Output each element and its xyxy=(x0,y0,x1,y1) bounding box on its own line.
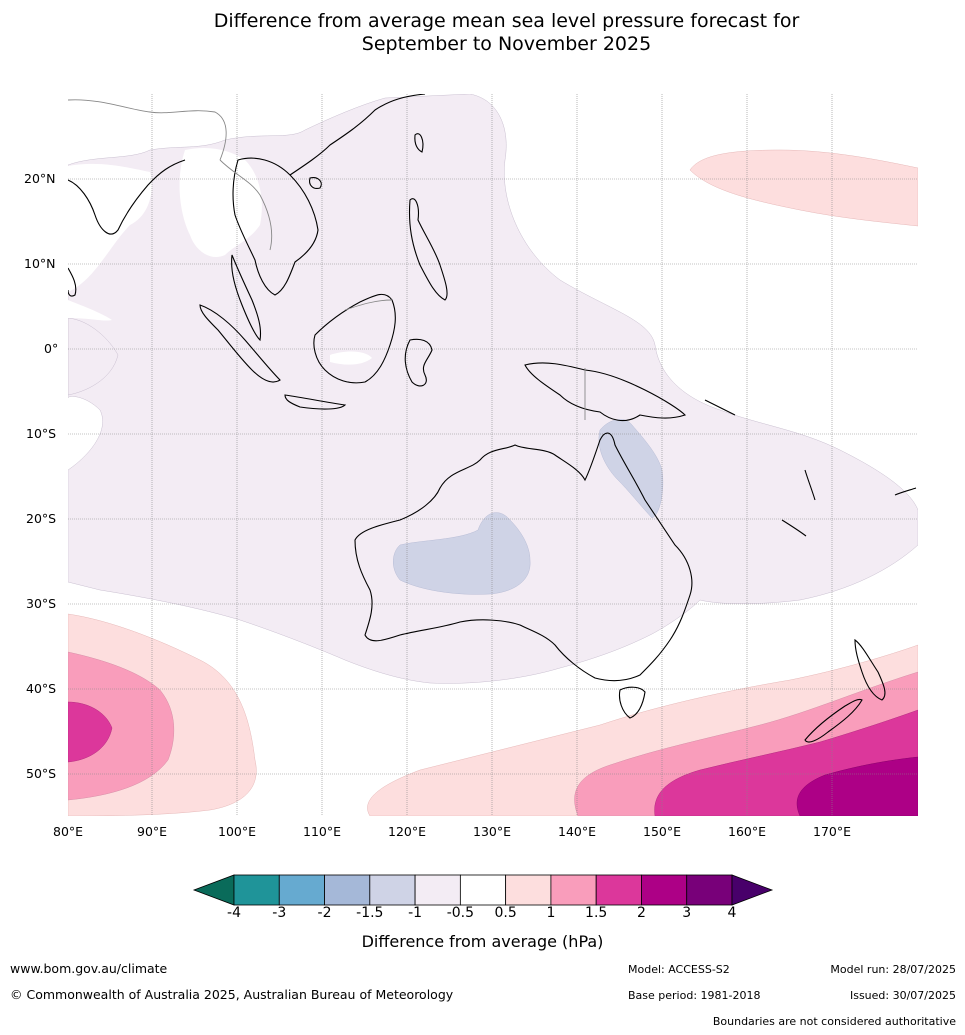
colorbar-swatch xyxy=(324,874,371,906)
coastline-java xyxy=(284,394,347,410)
anomaly-patch-wa xyxy=(393,512,531,595)
colorbar-swatch xyxy=(505,874,552,906)
colorbar-tick-label: -4 xyxy=(227,905,241,921)
lat-label-20n: 20°N xyxy=(24,171,56,186)
coastline-new-guinea xyxy=(524,362,687,422)
colorbar-swatch xyxy=(414,874,461,906)
coastline-tasmania xyxy=(618,686,646,719)
coastline-vanuatu xyxy=(804,469,816,501)
lat-label-50s: 50°S xyxy=(26,766,57,781)
colorbar-swatch xyxy=(595,874,642,906)
graticule xyxy=(68,94,918,816)
colorbar-extend-high xyxy=(731,874,774,906)
coastline-sumatra xyxy=(199,304,281,383)
colorbar-swatch xyxy=(459,874,507,906)
colorbar-tick-label: -1 xyxy=(408,905,423,921)
lon-label-120e: 120°E xyxy=(388,824,427,839)
coastline-fiji xyxy=(894,487,917,496)
coastline-india xyxy=(68,159,186,235)
lon-label-110e: 110°E xyxy=(303,824,342,839)
colorbar-tick-label: 3 xyxy=(682,905,692,921)
footer-url[interactable]: www.bom.gov.au/climate xyxy=(10,961,168,976)
coastline-australia xyxy=(354,432,693,682)
coastline-sulawesi xyxy=(404,338,433,387)
coastline-sri-lanka xyxy=(68,267,77,297)
title-line-2: September to November 2025 xyxy=(361,33,652,55)
footer-base-period: Base period: 1981-2018 xyxy=(628,989,761,1002)
colorbar-tick-label: -1.5 xyxy=(356,905,384,921)
coastline-philippines xyxy=(408,198,448,301)
colorbar-tick-label: -0.5 xyxy=(446,905,475,921)
lat-label-0: 0° xyxy=(44,341,59,356)
colorbar-swatch xyxy=(233,874,280,906)
coastline-new-zealand-south xyxy=(804,698,863,743)
colorbar-swatch xyxy=(641,874,688,906)
colorbar-tick-label: 2 xyxy=(636,905,646,921)
colorbar-extend-low xyxy=(192,874,235,906)
lon-label-130e: 130°E xyxy=(473,824,512,839)
chart-title: Difference from average mean sea level p… xyxy=(0,10,965,56)
lat-label-30s: 30°S xyxy=(26,596,57,611)
colorbar xyxy=(192,874,774,906)
colorbar-tick-label: 4 xyxy=(727,905,737,921)
lon-label-140e: 140°E xyxy=(558,824,597,839)
lat-label-10s: 10°S xyxy=(26,426,57,441)
lon-label-150e: 150°E xyxy=(643,824,682,839)
footer-disclaimer: Boundaries are not considered authoritat… xyxy=(712,1015,956,1028)
colorbar-tick-label: 1 xyxy=(546,905,556,921)
coastline-china xyxy=(289,94,426,176)
coastline-solomon-islands xyxy=(704,399,736,416)
anomaly-region-lavender xyxy=(68,94,918,684)
coastline-hainan xyxy=(309,177,322,189)
lat-label-40s: 40°S xyxy=(26,681,57,696)
coastline-borneo xyxy=(313,293,396,384)
coastlines xyxy=(68,94,917,743)
coastline-indochina xyxy=(232,157,319,296)
coastline-taiwan xyxy=(414,133,424,153)
lon-label-170e: 170°E xyxy=(813,824,852,839)
footer-copyright: © Commonwealth of Australia 2025, Austra… xyxy=(10,987,454,1002)
coastline-new-caledonia xyxy=(781,519,807,537)
colorbar-swatch xyxy=(550,874,597,906)
title-line-1: Difference from average mean sea level p… xyxy=(213,10,800,32)
colorbar-swatch xyxy=(686,874,733,906)
country-borders xyxy=(68,99,586,420)
colorbar-swatch xyxy=(278,874,325,906)
lon-label-80e: 80°E xyxy=(53,824,84,839)
lat-label-20s: 20°S xyxy=(26,511,57,526)
anomaly-region-se-strongest xyxy=(796,756,918,816)
footer-model: Model: ACCESS-S2 xyxy=(628,963,730,976)
lat-label-10n: 10°N xyxy=(24,256,56,271)
footer-model-run: Model run: 28/07/2025 xyxy=(830,963,956,976)
colorbar-tick-label: 0.5 xyxy=(494,905,517,921)
lon-label-160e: 160°E xyxy=(728,824,767,839)
colorbar-tick-label: -2 xyxy=(317,905,332,921)
colorbar-title: Difference from average (hPa) xyxy=(361,932,604,951)
forecast-map xyxy=(68,94,918,816)
lon-label-100e: 100°E xyxy=(218,824,257,839)
coastline-malay-peninsula xyxy=(231,254,262,342)
footer-issued: Issued: 30/07/2025 xyxy=(849,989,956,1002)
colorbar-swatch xyxy=(369,874,416,906)
colorbar-tick-label: -3 xyxy=(272,905,287,921)
anomaly-region-sw-strong xyxy=(68,701,113,763)
coastline-new-zealand-north xyxy=(854,638,886,701)
colorbar-tick-label: 1.5 xyxy=(585,905,608,921)
lon-label-90e: 90°E xyxy=(137,824,168,839)
